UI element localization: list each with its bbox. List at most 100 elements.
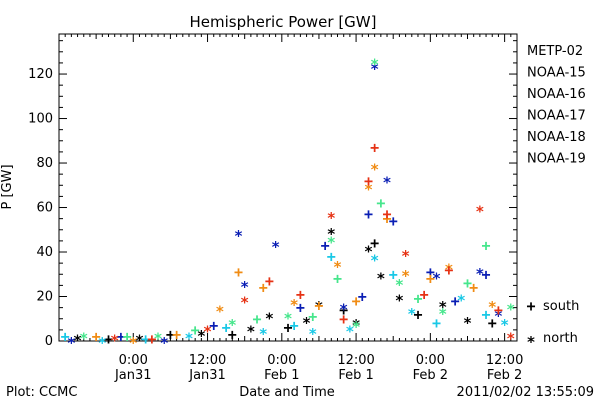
data-point-noaa-16: + <box>290 316 299 334</box>
legend: METP-02 NOAA-15 NOAA-16 NOAA-17 NOAA-18 NOAA-… <box>527 44 586 167</box>
y-axis: 0 20 40 60 80 100 120 <box>28 40 517 349</box>
x-tick-label: 0:00 <box>119 353 148 368</box>
data-point-metp-02: * <box>135 332 144 350</box>
data-point-noaa-19: + <box>296 285 305 303</box>
data-point-metp-02: + <box>283 319 292 337</box>
y-tick-label: 40 <box>36 245 53 260</box>
data-point-noaa-17: + <box>308 308 317 326</box>
legend-item: NOAA-19 <box>527 152 586 167</box>
data-point-noaa-16: * <box>259 325 268 343</box>
data-point-noaa-18: + <box>172 325 181 343</box>
data-point-noaa-17: + <box>463 274 472 292</box>
x-tick-label: 12:00 <box>189 353 226 368</box>
x-tick-date-label: Jan31 <box>114 368 152 383</box>
data-point-noaa-19: + <box>339 310 348 328</box>
data-point-noaa-17: * <box>283 309 292 327</box>
data-point-noaa-18: + <box>92 328 101 346</box>
data-point-noaa-16: * <box>184 329 193 347</box>
data-point-noaa-19: + <box>444 261 453 279</box>
data-point-noaa-16: * <box>407 305 416 323</box>
legend-item: NOAA-17 <box>527 109 586 124</box>
data-point-noaa-15: + <box>209 316 218 334</box>
data-point-metp-02: * <box>302 314 311 332</box>
footer-timestamp: 2011/02/02 13:55:09 <box>457 385 594 400</box>
data-point-noaa-17: + <box>376 194 385 212</box>
data-point-noaa-19: + <box>147 330 156 348</box>
data-point-metp-02: * <box>438 298 447 316</box>
data-point-noaa-17: * <box>438 305 447 323</box>
legend-item: NOAA-16 <box>527 87 586 102</box>
data-point-metp-02: * <box>265 309 274 327</box>
data-point-noaa-19: + <box>420 285 429 303</box>
data-point-noaa-15: + <box>321 236 330 254</box>
data-point-noaa-17: + <box>413 290 422 308</box>
data-point-metp-02: * <box>327 225 336 243</box>
data-point-noaa-18: * <box>488 298 497 316</box>
data-point-metp-02: * <box>246 323 255 341</box>
data-point-metp-02: * <box>364 243 373 261</box>
data-point-noaa-18: + <box>234 263 243 281</box>
data-point-noaa-16: + <box>482 305 491 323</box>
y-tick-label: 0 <box>45 334 53 349</box>
data-point-noaa-18: + <box>383 210 392 228</box>
data-point-noaa-17: + <box>333 270 342 288</box>
legend-item: NOAA-18 <box>527 130 586 145</box>
data-point-noaa-16: + <box>61 328 70 346</box>
x-tick-label: 12:00 <box>337 353 374 368</box>
data-point-noaa-18: * <box>215 303 224 321</box>
data-point-noaa-15: + <box>389 212 398 230</box>
data-point-metp-02: * <box>395 292 404 310</box>
data-point-noaa-15: + <box>482 265 491 283</box>
data-point-metp-02: + <box>228 325 237 343</box>
data-point-noaa-18: + <box>426 270 435 288</box>
data-point-noaa-15: * <box>234 227 243 245</box>
legend-item: METP-02 <box>527 44 583 59</box>
data-point-noaa-15: * <box>475 265 484 283</box>
marker-legend: + south * north <box>526 297 579 351</box>
data-point-noaa-15: + <box>364 205 373 223</box>
data-point-noaa-17: * <box>352 318 361 336</box>
data-point-metp-02: * <box>197 327 206 345</box>
chart-title: Hemispheric Power [GW] <box>190 13 377 31</box>
data-point-noaa-17: + <box>123 328 132 346</box>
data-point-noaa-18: + <box>352 292 361 310</box>
data-point-noaa-19: + <box>370 138 379 156</box>
y-tick-label: 120 <box>28 67 53 82</box>
data-point-metp-02: * <box>352 316 361 334</box>
data-point-noaa-16: + <box>222 319 231 337</box>
data-point-metp-02: + <box>488 314 497 332</box>
data-point-noaa-15: * <box>370 60 379 78</box>
data-point-noaa-19: + <box>265 272 274 290</box>
data-point-noaa-19: * <box>327 209 336 227</box>
y-tick-label: 60 <box>36 201 53 216</box>
data-point-noaa-16: + <box>432 314 441 332</box>
x-tick-date-label: Feb 1 <box>264 368 299 383</box>
data-point-noaa-18: * <box>401 267 410 285</box>
data-point-noaa-15: * <box>432 269 441 287</box>
marker-legend-label: north <box>543 331 578 346</box>
x-tick-date-label: Feb 2 <box>487 368 522 383</box>
marker-legend-symbol: + <box>526 297 535 315</box>
data-point-metp-02: * <box>314 298 323 316</box>
data-point-noaa-18: + <box>259 279 268 297</box>
data-point-metp-02: + <box>166 325 175 343</box>
data-point-noaa-15: * <box>160 334 169 352</box>
data-point-noaa-16: * <box>500 316 509 334</box>
data-point-noaa-18: * <box>129 334 138 352</box>
data-point-noaa-15: * <box>383 174 392 192</box>
data-point-noaa-15: + <box>451 292 460 310</box>
x-axis-label: Date and Time <box>239 385 335 400</box>
x-tick-label: 0:00 <box>416 353 445 368</box>
data-point-noaa-15: + <box>358 288 367 306</box>
y-axis-label: P [GW] <box>0 164 15 209</box>
x-tick-date-label: Feb 2 <box>413 368 448 383</box>
data-point-noaa-16: * <box>98 334 107 352</box>
data-point-noaa-18: * <box>364 180 373 198</box>
data-point-noaa-19: * <box>475 203 484 221</box>
data-point-noaa-15: + <box>116 328 125 346</box>
data-point-noaa-15: * <box>271 238 280 256</box>
data-point-noaa-17: + <box>253 310 262 328</box>
data-point-metp-02: * <box>376 269 385 287</box>
data-point-noaa-19: + <box>364 172 373 190</box>
